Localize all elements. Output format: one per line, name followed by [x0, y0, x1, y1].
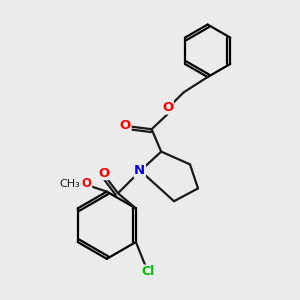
Text: Cl: Cl	[142, 265, 155, 278]
Text: CH₃: CH₃	[60, 178, 80, 189]
Text: O: O	[98, 167, 109, 179]
Text: O: O	[162, 101, 173, 114]
Text: N: N	[134, 164, 145, 177]
Text: O: O	[120, 118, 131, 131]
Text: O: O	[82, 177, 92, 190]
